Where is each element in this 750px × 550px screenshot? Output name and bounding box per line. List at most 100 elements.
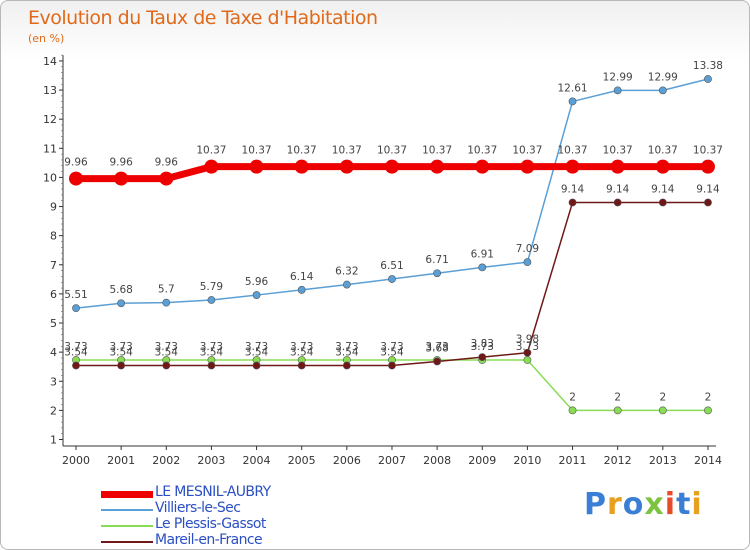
- data-label: 3.73: [155, 341, 178, 353]
- y-tick-label: 4: [50, 346, 57, 359]
- data-label: 9.96: [155, 157, 179, 169]
- data-point: [475, 159, 490, 174]
- y-tick-label: 5: [50, 317, 57, 330]
- y-tick-label: 10: [43, 171, 57, 184]
- y-tick-label: 6: [50, 288, 57, 301]
- data-label: 9.14: [606, 183, 630, 195]
- data-point: [297, 361, 306, 370]
- data-label: 3.73: [245, 341, 268, 353]
- x-tick-label: 2012: [604, 454, 632, 467]
- logo-letter: x: [644, 487, 665, 522]
- data-label: 5.96: [245, 276, 269, 288]
- data-point: [69, 171, 83, 186]
- data-point: [388, 361, 396, 370]
- data-label: 2: [705, 391, 712, 403]
- data-point: [342, 361, 351, 370]
- data-label: 3.73: [335, 341, 358, 353]
- data-label: 10.37: [422, 145, 452, 157]
- logo-letter: t: [676, 487, 692, 522]
- data-point: [342, 280, 351, 289]
- data-point: [162, 298, 171, 307]
- data-point: [523, 348, 532, 357]
- data-point: [520, 159, 535, 174]
- data-point: [478, 353, 487, 361]
- data-point: [204, 159, 219, 174]
- data-point: [523, 356, 532, 364]
- data-label: 3.54: [245, 347, 269, 359]
- y-tick-label: 8: [50, 230, 57, 243]
- y-tick-label: 3: [50, 375, 57, 388]
- x-tick-label: 2007: [378, 454, 406, 467]
- data-label: 7.09: [516, 243, 539, 255]
- data-point: [658, 86, 667, 95]
- data-label: 3.68: [425, 342, 448, 354]
- data-label: 2: [569, 391, 576, 403]
- y-tick-label: 7: [50, 259, 57, 272]
- data-label: 13.38: [693, 60, 723, 72]
- data-label: 10.37: [648, 145, 678, 157]
- x-tick-label: 2008: [423, 454, 451, 467]
- data-label: 12.99: [648, 71, 678, 83]
- data-point: [294, 159, 309, 174]
- x-tick-label: 2010: [513, 454, 541, 467]
- data-point: [613, 198, 622, 207]
- legend-swatch: [101, 541, 153, 543]
- legend-swatch: [101, 525, 153, 527]
- data-point: [658, 198, 667, 207]
- data-label: 3.73: [200, 341, 223, 353]
- data-point: [704, 75, 712, 83]
- data-label: 3.54: [290, 347, 314, 359]
- data-label: 10.37: [242, 145, 272, 157]
- data-label: 3.73: [425, 341, 448, 353]
- data-label: 12.99: [603, 71, 633, 83]
- chart-title: Evolution du Taux de Taxe d'Habitation: [28, 7, 378, 29]
- data-label: 5.68: [109, 284, 132, 296]
- data-label: 3.54: [155, 347, 179, 359]
- data-label: 3.73: [471, 341, 494, 353]
- x-tick-label: 2004: [243, 454, 271, 467]
- x-tick-label: 2011: [559, 454, 587, 467]
- data-point: [249, 159, 264, 174]
- data-point: [523, 258, 532, 267]
- data-label: 9.14: [696, 183, 720, 195]
- x-tick-label: 2014: [694, 454, 722, 467]
- y-tick-label: 9: [50, 201, 57, 214]
- data-label: 2: [614, 391, 621, 403]
- y-tick-label: 1: [50, 434, 57, 447]
- data-label: 10.37: [196, 145, 226, 157]
- data-point: [72, 304, 80, 313]
- data-label: 10.37: [377, 145, 407, 157]
- data-label: 3.54: [109, 347, 133, 359]
- data-label: 6.51: [380, 260, 403, 272]
- logo-letter: o: [622, 487, 645, 522]
- data-label: 6.32: [335, 266, 358, 278]
- data-point: [478, 263, 487, 272]
- data-point: [297, 285, 306, 294]
- legend-label: Villiers-le-Sec: [155, 500, 241, 516]
- data-point: [388, 275, 396, 283]
- data-point: [159, 171, 174, 186]
- data-label: 6.71: [425, 254, 448, 266]
- data-point: [568, 406, 577, 415]
- x-tick-label: 2006: [333, 454, 361, 467]
- y-tick-label: 12: [43, 113, 57, 126]
- y-tick-label: 2: [50, 404, 57, 417]
- data-point: [207, 296, 216, 304]
- data-label: 9.14: [561, 183, 585, 195]
- logo-letter: i: [691, 487, 703, 522]
- data-label: 9.96: [109, 157, 133, 169]
- y-tick-label: 13: [43, 84, 57, 97]
- legend-label: Le Plessis-Gassot: [155, 516, 266, 532]
- x-tick-label: 2005: [288, 454, 316, 467]
- data-label: 6.14: [290, 271, 314, 283]
- data-label: 10.37: [558, 145, 588, 157]
- legend-swatch: [101, 490, 153, 498]
- data-point: [162, 361, 171, 370]
- data-point: [565, 159, 580, 174]
- data-point: [610, 159, 625, 174]
- data-label: 3.73: [380, 341, 403, 353]
- data-label: 5.7: [158, 284, 175, 296]
- legend-swatch: [101, 509, 153, 511]
- data-label: 3.73: [109, 341, 132, 353]
